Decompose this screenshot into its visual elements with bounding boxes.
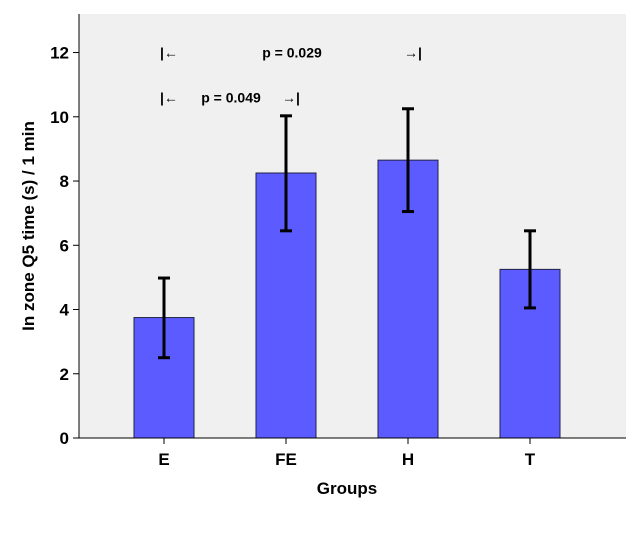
y-tick-label: 2	[60, 365, 69, 384]
x-tick-label-h: H	[402, 450, 414, 469]
y-tick-label: 6	[60, 236, 69, 255]
x-axis-title: Groups	[317, 479, 377, 498]
annotation-p-value: p = 0.029	[262, 45, 322, 61]
y-tick-label: 8	[60, 172, 69, 191]
y-axis-title: In zone Q5 time (s) / 1 min	[19, 121, 38, 331]
annotation-start-marker: |←	[160, 45, 178, 61]
annotation-ann1: |← →| p = 0.029	[160, 45, 422, 61]
error-bar-t	[524, 229, 536, 310]
y-tick-label: 12	[50, 44, 69, 63]
y-ticks: 0 2 4 6 8 10 12	[50, 44, 79, 448]
annotation-ann2: |← →| p = 0.049	[160, 90, 300, 106]
y-tick-label: 0	[60, 429, 69, 448]
x-ticks: E FE H T	[158, 438, 536, 469]
annotation-end-marker: →|	[282, 90, 300, 106]
annotation-start-marker: |←	[160, 90, 178, 106]
error-bar-h	[402, 107, 414, 214]
y-tick-label: 4	[60, 301, 70, 320]
y-tick-label: 10	[50, 108, 69, 127]
annotation-p-value: p = 0.049	[201, 90, 261, 106]
x-tick-label-e: E	[158, 450, 169, 469]
x-tick-label-fe: FE	[275, 450, 297, 469]
annotation-end-marker: →|	[404, 45, 422, 61]
x-tick-label-t: T	[525, 450, 536, 469]
error-bar-fe	[280, 114, 292, 233]
error-bars	[158, 107, 536, 360]
error-bar-e	[158, 276, 170, 360]
annotations: |← →| p = 0.029 |← →| p = 0.049	[160, 45, 422, 106]
